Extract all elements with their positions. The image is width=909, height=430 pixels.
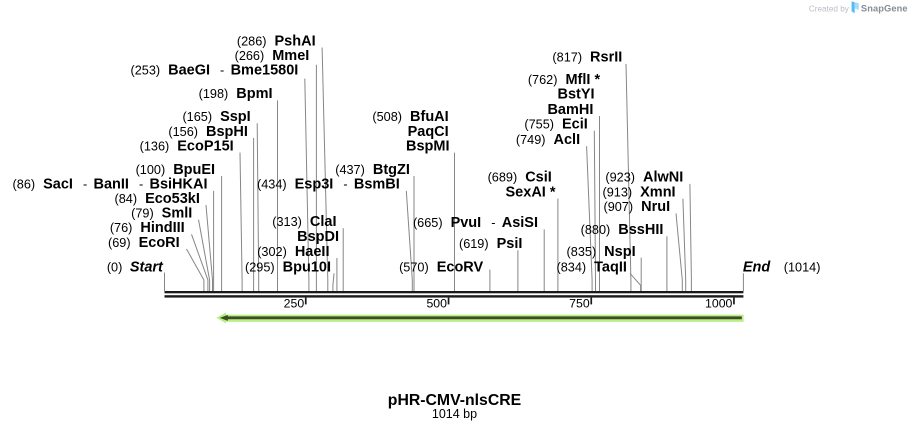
svg-text:(302)HaeII: (302) HaeII: [257, 244, 329, 260]
svg-text:SexAI *: SexAI *: [506, 185, 556, 201]
svg-text:(136)EcoP15I: (136) EcoP15I: [140, 138, 234, 154]
svg-text:(762)MflI *: (762) MflI *: [528, 72, 601, 88]
svg-text:BstYI: BstYI: [558, 87, 595, 103]
svg-text:(913)XmnI: (913) XmnI: [603, 185, 676, 201]
svg-text:BspMI: BspMI: [406, 138, 450, 154]
svg-text:(295)Bpu10I: (295) Bpu10I: [245, 259, 331, 275]
svg-text:(313)ClaI: (313) ClaI: [272, 214, 336, 230]
svg-text:pHR-CMV-nlsCRE: pHR-CMV-nlsCRE: [388, 392, 521, 409]
svg-text:(434)Esp3I-BsmBI: (434) Esp3I - BsmBI: [257, 177, 400, 193]
svg-text:(923)AlwNI: (923) AlwNI: [605, 170, 683, 186]
svg-text:(86)SacI-BanII-BsiHKAI: (86) SacI - BanII - BsiHKAI: [13, 177, 208, 193]
svg-text:(619)PsiI: (619) PsiI: [459, 236, 522, 252]
svg-text:(266)MmeI: (266) MmeI: [235, 48, 310, 64]
svg-text:Created by: Created by: [809, 4, 850, 13]
svg-text:(749)AclI: (749) AclI: [516, 132, 580, 148]
svg-text:PaqCI: PaqCI: [408, 124, 449, 140]
svg-text:(817)RsrII: (817) RsrII: [552, 50, 622, 66]
svg-text:250: 250: [284, 297, 305, 311]
svg-text:(253)BaeGI-Bme1580I: (253) BaeGI - Bme1580I: [131, 63, 299, 79]
svg-text:(198)BpmI: (198) BpmI: [199, 86, 273, 102]
svg-text:BamHI: BamHI: [547, 102, 593, 118]
svg-text:(755)EciI: (755) EciI: [524, 117, 587, 133]
svg-text:(286)PshAI: (286) PshAI: [237, 34, 316, 50]
svg-text:(834)TaqII: (834) TaqII: [557, 259, 627, 275]
svg-text:(76)HindIII: (76) HindIII: [110, 220, 185, 236]
svg-text:(165)SspI: (165) SspI: [182, 109, 250, 125]
svg-text:1000: 1000: [705, 297, 733, 311]
svg-text:500: 500: [426, 297, 447, 311]
svg-text:(689)CsiI: (689) CsiI: [488, 170, 552, 186]
svg-text:(570)EcoRV: (570) EcoRV: [399, 259, 483, 275]
svg-text:End(1014): End (1014): [743, 259, 821, 275]
svg-text:BspDI: BspDI: [297, 229, 339, 245]
svg-text:(0)Start: (0) Start: [107, 259, 164, 275]
svg-text:(156)BspHI: (156) BspHI: [168, 124, 248, 140]
svg-text:(665)PvuI-AsiSI: (665) PvuI - AsiSI: [413, 215, 538, 231]
svg-text:(508)BfuAI: (508) BfuAI: [372, 109, 448, 125]
svg-text:(437)BtgZI: (437) BtgZI: [335, 162, 410, 178]
svg-text:(69)EcoRI: (69) EcoRI: [108, 235, 180, 251]
svg-text:750: 750: [569, 297, 590, 311]
svg-text:1014 bp: 1014 bp: [432, 407, 477, 421]
svg-text:(907)NruI: (907) NruI: [603, 199, 670, 215]
svg-text:(880)BssHII: (880) BssHII: [581, 222, 664, 238]
svg-text:(79)SmlI: (79) SmlI: [131, 205, 192, 221]
svg-text:SnapGene: SnapGene: [861, 3, 908, 13]
svg-text:(100)BpuEI: (100) BpuEI: [136, 162, 216, 178]
svg-text:(84)Eco53kI: (84) Eco53kI: [115, 191, 200, 207]
svg-text:(835)NspI: (835) NspI: [567, 244, 636, 260]
